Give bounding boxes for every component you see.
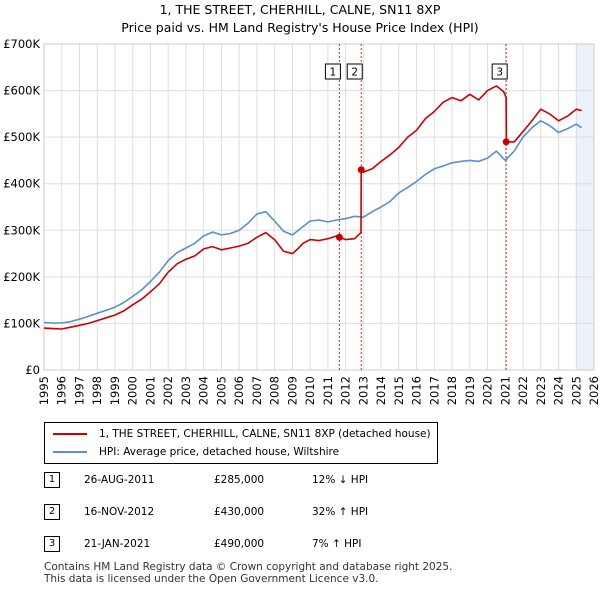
- x-tick-label: 2025: [569, 376, 583, 405]
- y-tick-label: £500K: [3, 130, 40, 144]
- x-tick-label: 2013: [356, 376, 370, 405]
- plot-area: [43, 43, 595, 371]
- transaction-point: [357, 166, 365, 174]
- chart-legend: 1, THE STREET, CHERHILL, CALNE, SN11 8XP…: [44, 422, 438, 464]
- x-tick-label: 2004: [197, 376, 211, 405]
- transaction-hpi-diff: 12% ↓ HPI: [312, 474, 369, 486]
- x-tick-label: 2007: [250, 376, 264, 405]
- y-tick-label: £0: [25, 363, 40, 377]
- x-tick-label: 1996: [55, 376, 69, 405]
- price-chart: £0 £100K £200K £300K £400K £500K £600K £700K 199…: [3, 37, 600, 405]
- forecast-band: [576, 44, 594, 370]
- x-tick-label: 2018: [445, 376, 459, 405]
- transaction-marker-label: 1: [330, 67, 337, 79]
- x-tick-label: 2019: [463, 376, 477, 405]
- x-tick-label: 2000: [126, 376, 140, 405]
- x-tick-label: 2011: [321, 376, 335, 405]
- transaction-row: 3 21-JAN-2021 £490,000 7% ↑ HPI: [44, 536, 584, 556]
- transaction-date: 26-AUG-2011: [84, 474, 155, 486]
- x-tick-label: 2015: [392, 376, 406, 405]
- transaction-point: [335, 233, 343, 241]
- x-tick-label: 2006: [232, 376, 246, 405]
- transaction-row: 1 26-AUG-2011 £285,000 12% ↓ HPI: [44, 472, 584, 492]
- footer-note: Contains HM Land Registry data © Crown c…: [44, 561, 453, 585]
- x-tick-label: 2016: [410, 376, 424, 405]
- series-line-property: [43, 85, 582, 330]
- x-tick-label: 2012: [339, 376, 353, 405]
- transaction-marker-box: [324, 63, 341, 80]
- transaction-price: £430,000: [214, 506, 265, 518]
- x-tick-label: 2022: [516, 376, 530, 405]
- legend-item-hpi: HPI: Average price, detached house, Wilt…: [53, 444, 339, 460]
- legend-swatch-hpi: [53, 451, 87, 453]
- x-tick-label: 1997: [72, 376, 86, 405]
- x-tick-label: 2014: [374, 376, 388, 405]
- transaction-marker-badge: 3: [44, 536, 60, 552]
- legend-label-hpi: HPI: Average price, detached house, Wilt…: [99, 446, 340, 458]
- legend-label-property: 1, THE STREET, CHERHILL, CALNE, SN11 8XP…: [99, 428, 431, 440]
- transaction-marker-badge: 1: [44, 472, 60, 488]
- x-tick-label: 2001: [143, 376, 157, 405]
- x-tick-label: 1999: [108, 376, 122, 405]
- x-tick-label: 2024: [552, 376, 566, 405]
- transaction-price: £285,000: [214, 474, 265, 486]
- x-tick-label: 2005: [214, 376, 228, 405]
- transaction-marker-box: [491, 63, 508, 80]
- y-tick-label: £400K: [3, 177, 40, 191]
- transaction-marker-box: [346, 63, 363, 80]
- y-tick-label: £700K: [3, 37, 40, 51]
- x-tick-label: 1995: [37, 376, 51, 405]
- x-tick-label: 2026: [587, 376, 600, 405]
- chart-title: 1, THE STREET, CHERHILL, CALNE, SN11 8XP…: [121, 2, 479, 35]
- x-tick-label: 2002: [161, 376, 175, 405]
- transaction-marker-label: 2: [351, 67, 358, 79]
- transaction-marker-badge: 2: [44, 504, 60, 520]
- x-tick-label: 2008: [268, 376, 282, 405]
- x-tick-label: 2009: [285, 376, 299, 405]
- y-tick-label: £100K: [3, 316, 40, 330]
- legend-swatch-property: [53, 433, 87, 435]
- x-tick-label: 1998: [90, 376, 104, 405]
- y-tick-label: £200K: [3, 270, 40, 284]
- x-tick-label: 2017: [427, 376, 441, 405]
- transaction-point: [502, 138, 510, 146]
- x-tick-label: 2020: [481, 376, 495, 405]
- transaction-date: 21-JAN-2021: [84, 538, 151, 550]
- legend-item-property: 1, THE STREET, CHERHILL, CALNE, SN11 8XP…: [53, 426, 431, 442]
- series-line-hpi: [43, 120, 583, 324]
- transaction-date: 16-NOV-2012: [84, 506, 155, 518]
- transaction-hpi-diff: 7% ↑ HPI: [312, 538, 362, 550]
- y-tick-label: £300K: [3, 223, 40, 237]
- transaction-marker-label: 3: [496, 67, 503, 79]
- x-tick-label: 2021: [498, 376, 512, 405]
- x-tick-label: 2023: [534, 376, 548, 405]
- transaction-row: 2 16-NOV-2012 £430,000 32% ↑ HPI: [44, 504, 584, 524]
- x-tick-label: 2010: [303, 376, 317, 405]
- x-tick-label: 2003: [179, 376, 193, 405]
- y-tick-label: £600K: [3, 84, 40, 98]
- transaction-hpi-diff: 32% ↑ HPI: [312, 506, 369, 518]
- transaction-price: £490,000: [214, 538, 265, 550]
